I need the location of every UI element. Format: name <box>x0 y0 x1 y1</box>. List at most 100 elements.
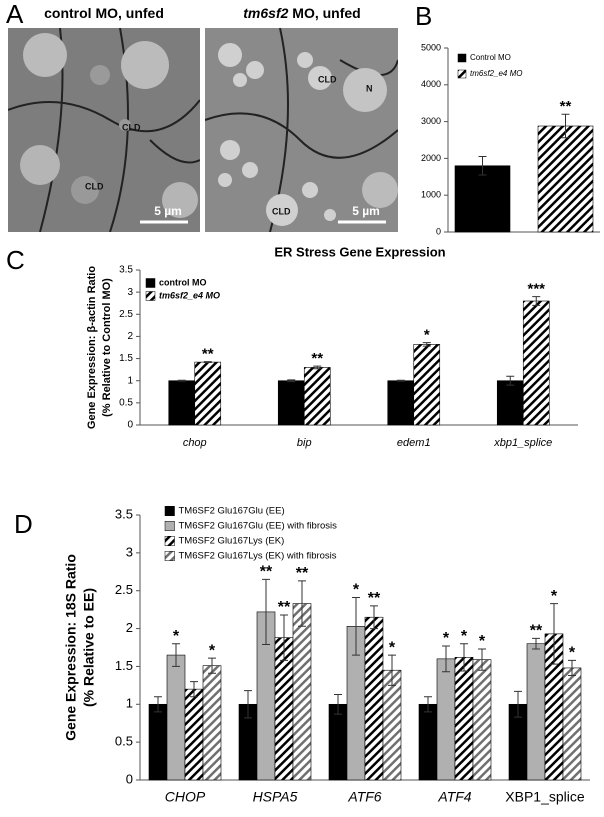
error-bar <box>334 693 342 715</box>
bar <box>526 643 546 781</box>
micrograph-label: CLD <box>85 181 104 191</box>
bar <box>454 165 511 233</box>
y-tick-label: 0.5 <box>115 734 133 749</box>
y-tick-label: 0 <box>436 226 441 236</box>
bar <box>184 688 204 781</box>
y-tick-label: 1 <box>126 696 133 711</box>
y-tick-label: 3.5 <box>119 265 133 276</box>
bar <box>454 657 474 781</box>
bar <box>387 380 415 426</box>
y-tick-label: 5000 <box>421 42 441 52</box>
significance: * <box>479 633 486 650</box>
error-bar <box>298 580 306 627</box>
micrograph-title: control MO, unfed <box>44 5 164 21</box>
legend-label: TM6SF2 Glu167Lys (EK) with fibrosis <box>179 551 337 562</box>
error-bar <box>532 637 540 650</box>
micrograph-label: CLD <box>318 74 337 84</box>
panel-label: D <box>14 509 33 539</box>
micrograph <box>8 28 200 232</box>
error-bar <box>478 648 486 671</box>
error-bar <box>424 696 432 713</box>
significance: ** <box>560 98 572 115</box>
x-tick-label: chop <box>183 437 207 449</box>
significance: ** <box>202 346 214 363</box>
panel-label: C <box>6 245 25 275</box>
error-bar <box>388 654 396 686</box>
error-bar <box>190 681 198 698</box>
significance: * <box>353 582 360 599</box>
bar <box>418 703 438 781</box>
y-axis-label: Gene Expression: β-actin Ratio <box>86 266 98 429</box>
y-tick-label: 0.5 <box>119 397 133 408</box>
y-tick-label: 0 <box>126 771 133 786</box>
y-tick-label: 2 <box>126 620 133 635</box>
micrograph <box>205 28 398 232</box>
significance: * <box>424 327 430 344</box>
y-tick-label: 2.5 <box>115 582 133 597</box>
legend-swatch <box>145 291 156 301</box>
significance: * <box>551 588 558 605</box>
bar <box>413 344 441 426</box>
error-bar <box>460 643 468 672</box>
significance: * <box>569 645 576 662</box>
bar <box>202 665 222 781</box>
y-axis-label: (% Relative to EE) <box>81 588 97 707</box>
error-bar <box>478 156 487 176</box>
legend-swatch <box>145 278 156 288</box>
y-tick-label: 4000 <box>421 79 441 89</box>
significance: * <box>209 642 216 659</box>
y-tick-label: 2.5 <box>119 309 133 320</box>
bar <box>328 703 348 781</box>
bar <box>522 300 550 426</box>
x-tick-label: xbp1_splice <box>493 437 552 449</box>
significance: ** <box>278 599 291 616</box>
y-tick-label: 2000 <box>421 153 441 163</box>
x-tick-label: CHOP <box>165 789 206 805</box>
chart-title: ER Stress Gene Expression <box>274 244 445 259</box>
legend-label: TM6SF2 Glu167Glu (EE) <box>179 506 285 517</box>
error-bar <box>172 643 180 667</box>
legend-swatch <box>164 536 175 546</box>
error-bar <box>396 379 405 382</box>
bar <box>277 380 305 426</box>
significance: ** <box>530 623 543 640</box>
legend-label: Control MO <box>470 53 511 62</box>
y-axis-label: Gene Expression: 18S Ratio <box>63 554 79 741</box>
legend-swatch <box>164 521 175 531</box>
scale-label: 5 µm <box>154 204 182 218</box>
x-tick-label: ATF4 <box>437 789 471 805</box>
y-tick-label: 1000 <box>421 190 441 200</box>
error-bar <box>287 379 296 383</box>
scale-label: 5 µm <box>352 204 380 218</box>
bar <box>166 654 186 781</box>
bar <box>303 367 331 426</box>
micrograph-label: CLD <box>122 122 141 132</box>
bar <box>168 380 196 426</box>
legend-swatch <box>164 551 175 561</box>
significance: ** <box>296 565 309 582</box>
y-tick-label: 1.5 <box>119 353 133 364</box>
legend-label: control MO <box>159 277 207 287</box>
y-tick-label: 3 <box>127 287 133 298</box>
bar <box>364 616 384 781</box>
x-tick-label: bip <box>297 437 312 449</box>
error-bar <box>506 375 515 386</box>
legend-swatch <box>457 53 467 63</box>
micrograph-title: tm6sf2 MO, unfed <box>243 5 360 21</box>
error-bar <box>422 342 431 347</box>
error-bar <box>177 379 186 382</box>
bar <box>148 703 168 781</box>
error-bar <box>208 657 216 674</box>
significance: ** <box>260 564 273 581</box>
bar <box>472 659 492 781</box>
x-tick-label: ATF6 <box>347 789 381 805</box>
significance: * <box>461 628 468 645</box>
bar <box>537 125 594 233</box>
bar <box>562 667 582 781</box>
error-bar <box>561 113 570 139</box>
micrograph-label: CLD <box>272 206 291 216</box>
error-bar <box>550 603 558 665</box>
error-bar <box>370 605 378 630</box>
error-bar <box>532 296 541 306</box>
error-bar <box>514 690 522 718</box>
